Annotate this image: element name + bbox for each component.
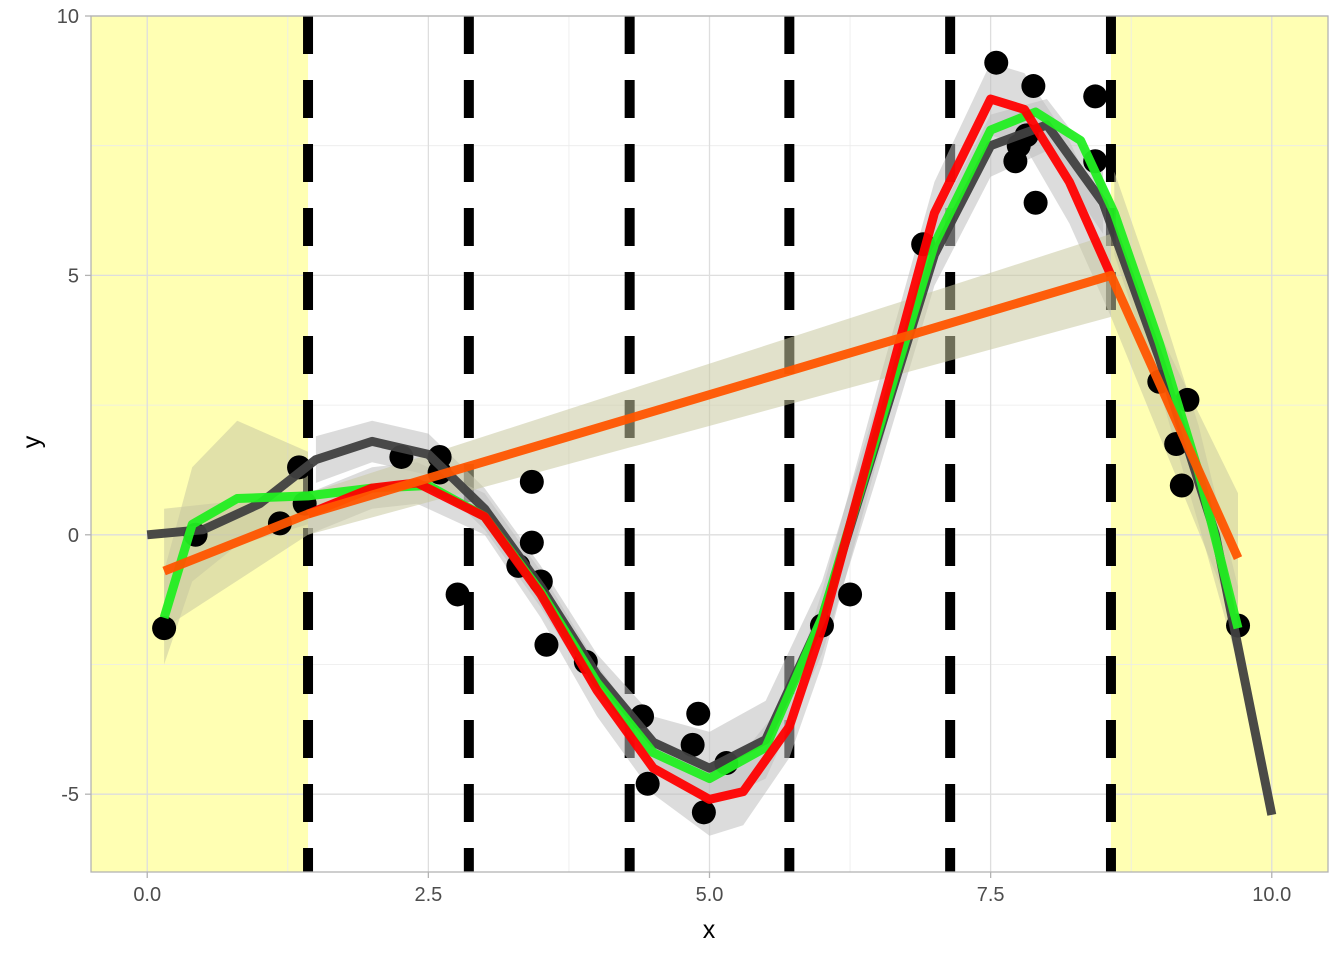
x-tick-label: 7.5 xyxy=(977,884,1005,906)
data-point xyxy=(838,582,863,607)
data-point xyxy=(519,469,544,494)
data-point xyxy=(1023,190,1048,215)
data-point xyxy=(691,800,716,825)
data-point xyxy=(686,701,711,726)
y-axis-title: y xyxy=(18,435,46,448)
data-point xyxy=(1021,74,1046,99)
data-point xyxy=(984,50,1009,75)
data-point xyxy=(635,771,660,796)
y-axis: -5 0 5 10 xyxy=(57,6,91,806)
x-tick-label: 5.0 xyxy=(696,884,724,906)
fit-curve-1 xyxy=(159,107,1243,784)
fit-curve-3 xyxy=(162,270,1243,576)
x-tick-label: 2.5 xyxy=(414,884,442,906)
y-tick-label: 5 xyxy=(68,265,79,287)
x-tick-label: 0.0 xyxy=(133,884,161,906)
data-point xyxy=(1169,473,1194,498)
y-tick-label: 0 xyxy=(68,525,79,547)
data-point xyxy=(680,732,705,757)
data-point xyxy=(445,582,470,607)
fit-curve-2 xyxy=(306,94,1116,804)
fit-curve-0 xyxy=(146,120,1277,816)
confidence-band-3 xyxy=(164,233,1239,629)
data-point xyxy=(1083,84,1108,109)
fit-curves xyxy=(146,94,1277,816)
x-tick-label: 10.0 xyxy=(1252,884,1291,906)
x-axis: 0.0 2.5 5.0 7.5 10.0 xyxy=(133,872,1291,906)
data-point xyxy=(152,616,177,641)
data-point xyxy=(534,632,559,657)
y-tick-label: -5 xyxy=(61,784,79,806)
x-axis-title: x xyxy=(703,916,716,944)
highlight-region-1 xyxy=(1110,16,1328,872)
y-tick-label: 10 xyxy=(57,6,79,28)
data-point xyxy=(519,530,544,555)
